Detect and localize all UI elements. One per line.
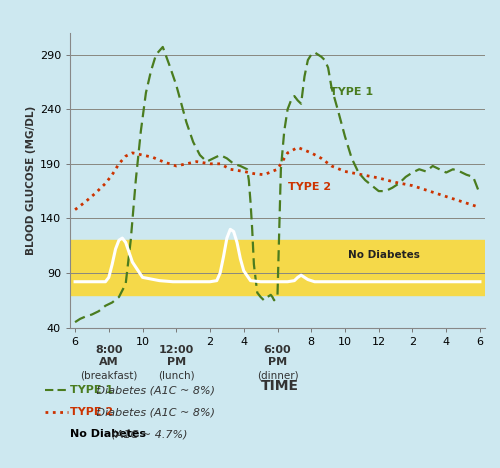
Text: (dinner): (dinner) <box>256 370 298 380</box>
Text: 12:00: 12:00 <box>158 345 194 355</box>
Text: (A1C ~ 4.7%): (A1C ~ 4.7%) <box>108 430 188 439</box>
Text: No Diabetes: No Diabetes <box>348 250 420 260</box>
Text: PM: PM <box>166 357 186 367</box>
Text: 6:00: 6:00 <box>264 345 291 355</box>
Y-axis label: BLOOD GLUCOSE (MG/DL): BLOOD GLUCOSE (MG/DL) <box>26 106 36 255</box>
Text: TYPE 2: TYPE 2 <box>70 408 113 417</box>
Text: PM: PM <box>268 357 287 367</box>
Text: TYPE 1: TYPE 1 <box>70 386 113 395</box>
Text: TYPE 2: TYPE 2 <box>288 182 331 192</box>
Text: TYPE 1: TYPE 1 <box>330 87 373 97</box>
Text: Diabetes (A1C ~ 8%): Diabetes (A1C ~ 8%) <box>92 386 214 395</box>
Text: AM: AM <box>99 357 118 367</box>
Text: 8:00: 8:00 <box>95 345 122 355</box>
Text: No Diabetes: No Diabetes <box>70 430 146 439</box>
Text: (lunch): (lunch) <box>158 370 194 380</box>
Text: TIME: TIME <box>261 379 299 393</box>
Bar <box>70 240 485 295</box>
Text: Diabetes (A1C ~ 8%): Diabetes (A1C ~ 8%) <box>92 408 214 417</box>
Text: (breakfast): (breakfast) <box>80 370 138 380</box>
